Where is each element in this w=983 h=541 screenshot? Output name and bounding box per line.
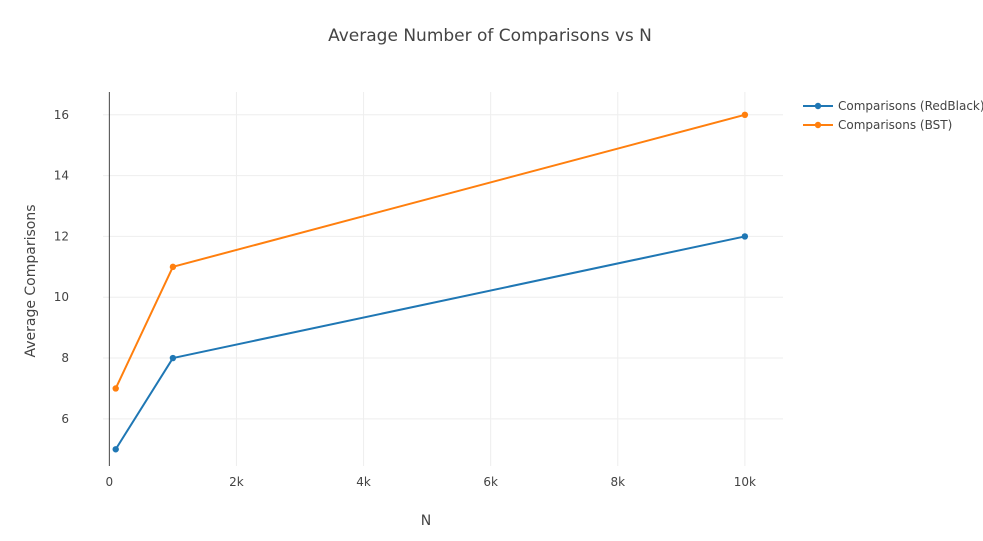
data-point[interactable] (741, 111, 749, 119)
legend[interactable]: Comparisons (RedBlack) Comparisons (BST) (803, 99, 983, 132)
legend-marker (814, 121, 822, 129)
x-tick-label: 10k (734, 475, 756, 489)
x-tick-label: 8k (610, 475, 625, 489)
y-tick-label: 10 (54, 290, 69, 304)
x-tick-label: 2k (229, 475, 244, 489)
legend-label: Comparisons (BST) (838, 118, 952, 132)
data-point[interactable] (112, 446, 119, 453)
data-point[interactable] (169, 263, 177, 271)
data-point[interactable] (169, 354, 177, 362)
y-tick-label: 14 (54, 169, 69, 183)
x-axis-ticks: 0 2k 4k 6k 8k 10k (106, 475, 756, 489)
legend-item[interactable]: Comparisons (RedBlack) (803, 99, 983, 113)
legend-label: Comparisons (RedBlack) (838, 99, 983, 113)
y-tick-label: 16 (54, 108, 69, 122)
series-layer (112, 111, 749, 453)
y-axis-title: Average Comparisons (23, 204, 39, 357)
data-point[interactable] (741, 233, 749, 240)
legend-marker (814, 102, 822, 110)
x-tick-label: 6k (483, 475, 498, 489)
y-axis-ticks: 6 8 10 12 14 16 (54, 108, 69, 426)
chart-title: Average Number of Comparisons vs N (328, 26, 652, 46)
y-tick-label: 6 (61, 412, 69, 426)
x-tick-label: 0 (106, 475, 114, 489)
x-axis-title: N (421, 513, 431, 529)
y-tick-label: 12 (54, 229, 69, 243)
x-tick-label: 4k (356, 475, 371, 489)
legend-item[interactable]: Comparisons (BST) (803, 118, 952, 132)
gridlines (103, 92, 783, 466)
y-tick-label: 8 (61, 351, 69, 365)
data-point[interactable] (112, 385, 119, 392)
